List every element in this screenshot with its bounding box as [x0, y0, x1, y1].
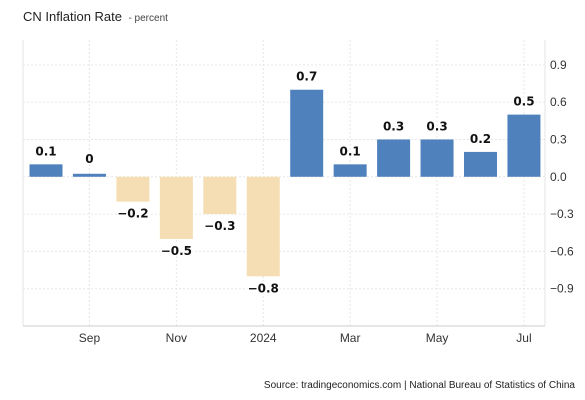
x-tick-label: Mar: [340, 331, 361, 345]
data-label-2023-08: 0.1: [35, 144, 56, 158]
bar-2023-11: [159, 176, 193, 239]
chart-unit: - percent: [128, 13, 168, 24]
bar-2024-03: [333, 164, 367, 177]
y-tick-label: 0.9: [550, 58, 567, 72]
bar-2024-05: [420, 139, 454, 177]
data-label-2023-10: −0.2: [117, 207, 148, 221]
data-label-2024-01: −0.8: [248, 281, 279, 295]
source-note: Source: tradingeconomics.com | National …: [263, 380, 575, 391]
chart-title: CN Inflation Rate: [23, 9, 122, 24]
bar-2023-09: [72, 173, 106, 177]
bar-2024-04: [377, 139, 411, 177]
y-tick-label: 0.6: [550, 95, 567, 109]
y-tick-label: −0.9: [550, 282, 574, 296]
data-label-2024-04: 0.3: [383, 119, 404, 133]
bar-2024-02: [290, 89, 324, 177]
bar-2023-12: [203, 176, 237, 215]
data-label-2024-05: 0.3: [426, 119, 447, 133]
bar-2024-07: [507, 114, 541, 177]
bar-2024-06: [464, 151, 497, 177]
data-label-2024-06: 0.2: [470, 132, 491, 146]
x-tick-label: 2024: [250, 331, 277, 345]
y-tick-label: 0.0: [550, 170, 567, 184]
bar-2023-08: [29, 164, 63, 177]
x-tick-label: May: [426, 331, 449, 345]
bar-2024-01: [246, 176, 280, 277]
data-label-2023-09: 0: [85, 152, 93, 166]
data-label-2024-02: 0.7: [296, 70, 317, 84]
x-tick-label: Jul: [516, 331, 531, 345]
y-tick-label: −0.3: [550, 207, 574, 221]
bar-2023-10: [116, 176, 150, 202]
data-label-2024-03: 0.1: [340, 144, 361, 158]
y-tick-label: −0.6: [550, 244, 574, 258]
data-label-2023-12: −0.3: [204, 219, 235, 233]
chart-title-row: CN Inflation Rate - percent: [23, 8, 168, 26]
x-tick-label: Sep: [79, 331, 101, 345]
data-label-2024-07: 0.5: [513, 95, 534, 109]
y-tick-label: 0.3: [550, 132, 567, 146]
data-label-2023-11: −0.5: [161, 244, 192, 258]
x-tick-label: Nov: [166, 331, 187, 345]
